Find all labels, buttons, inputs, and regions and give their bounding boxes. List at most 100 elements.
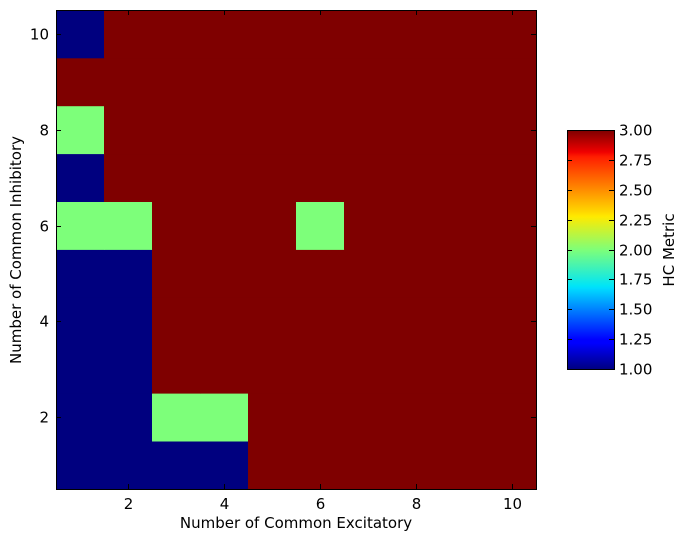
heatmap-cell [440, 153, 489, 202]
heatmap-cell [392, 105, 441, 155]
heatmap-cell [344, 393, 393, 442]
heatmap-cell [56, 249, 105, 298]
heatmap-cell [440, 57, 489, 107]
y-axis-ticks: 2 4 6 8 10 [30, 26, 536, 427]
heatmap-cell [392, 393, 441, 442]
colorbar-ticks: 1.00 1.25 1.50 1.75 2.00 2.25 2.50 2.75 3.00 [567, 122, 652, 379]
x-axis-label: Number of Common Excitatory [180, 514, 412, 532]
heatmap-cell [200, 105, 249, 155]
heatmap-cell [56, 345, 105, 394]
heatmap-cell [152, 249, 201, 298]
heatmap-cell [104, 249, 153, 298]
heatmap-cell [104, 393, 153, 442]
heatmap-cell [392, 297, 441, 346]
heatmap-cell [200, 153, 249, 202]
heatmap-cell [200, 10, 249, 59]
heatmap-cell [152, 441, 201, 490]
colorbar-tick-label: 2.75 [619, 152, 652, 170]
heatmap-cell [344, 57, 393, 107]
heatmap-cell [296, 393, 345, 442]
heatmap-cell [152, 393, 201, 442]
heatmap-cell [440, 105, 489, 155]
heatmap-cell [392, 345, 441, 394]
heatmap-cell [248, 249, 297, 298]
y-tick-label: 4 [39, 313, 49, 331]
colorbar-tick-label: 2.50 [619, 182, 652, 200]
heatmap-cell [152, 297, 201, 346]
heatmap-cell [344, 201, 393, 250]
heatmap-cell [392, 10, 441, 59]
y-tick-label: 8 [39, 122, 49, 140]
x-tick-label: 4 [220, 495, 230, 513]
heatmap-cell [440, 441, 489, 490]
heatmap-cell [296, 105, 345, 155]
heatmap-cell [56, 201, 105, 250]
heatmap-cell [104, 441, 153, 490]
heatmap-cell [56, 441, 105, 490]
heatmap-cell [56, 153, 105, 202]
heatmap-cell [488, 201, 537, 250]
heatmap-cell [296, 57, 345, 107]
heatmap-cell [152, 10, 201, 59]
heatmap-cell [296, 10, 345, 59]
heatmap-cell [344, 441, 393, 490]
heatmap-cell [392, 57, 441, 107]
heatmap-cell [248, 441, 297, 490]
heatmap-cell [200, 393, 249, 442]
heatmap-cell [248, 201, 297, 250]
heatmap-cell [200, 57, 249, 107]
heatmap-cell [440, 345, 489, 394]
x-tick-label: 2 [124, 495, 134, 513]
heatmap-cell [296, 441, 345, 490]
colorbar-tick-label: 1.00 [619, 361, 652, 379]
heatmap-cells [56, 10, 537, 490]
heatmap-cell [488, 57, 537, 107]
heatmap-cell [200, 249, 249, 298]
heatmap-cell [296, 249, 345, 298]
colorbar-tick-label: 1.25 [619, 331, 652, 349]
heatmap-cell [440, 297, 489, 346]
heatmap-cell [488, 441, 537, 490]
colorbar-tick-label: 2.00 [619, 242, 652, 260]
colorbar-label: HC Metric [660, 213, 678, 286]
heatmap-cell [104, 153, 153, 202]
heatmap-cell [56, 10, 105, 59]
heatmap-cell [440, 201, 489, 250]
heatmap-cell [488, 393, 537, 442]
heatmap-cell [104, 297, 153, 346]
heatmap-cell [488, 105, 537, 155]
heatmap-cell [200, 441, 249, 490]
heatmap-cell [200, 345, 249, 394]
heatmap-cell [248, 105, 297, 155]
colorbar-gradient [567, 130, 615, 370]
y-tick-label: 2 [39, 409, 49, 427]
y-tick-label: 6 [39, 218, 49, 236]
heatmap-cell [488, 297, 537, 346]
heatmap-cell [344, 345, 393, 394]
heatmap-cell [200, 201, 249, 250]
y-tick-label: 10 [30, 26, 49, 44]
heatmap-cell [200, 297, 249, 346]
colorbar-tick-label: 1.75 [619, 271, 652, 289]
heatmap-cell [440, 10, 489, 59]
heatmap-cell [296, 201, 345, 250]
heatmap-cell [440, 249, 489, 298]
colorbar-tick-label: 2.25 [619, 212, 652, 230]
colorbar-tick-label: 3.00 [619, 122, 652, 140]
heatmap-cell [104, 57, 153, 107]
heatmap-cell [152, 345, 201, 394]
heatmap-cell [344, 249, 393, 298]
heatmap-cell [56, 105, 105, 155]
heatmap-cell [104, 10, 153, 59]
heatmap-cell [296, 153, 345, 202]
heatmap-cell [248, 345, 297, 394]
heatmap-cell [104, 105, 153, 155]
heatmap-cell [344, 297, 393, 346]
heatmap-cell [248, 297, 297, 346]
heatmap-cell [248, 57, 297, 107]
heatmap-cell [344, 105, 393, 155]
heatmap-cell [392, 441, 441, 490]
x-tick-label: 8 [412, 495, 422, 513]
